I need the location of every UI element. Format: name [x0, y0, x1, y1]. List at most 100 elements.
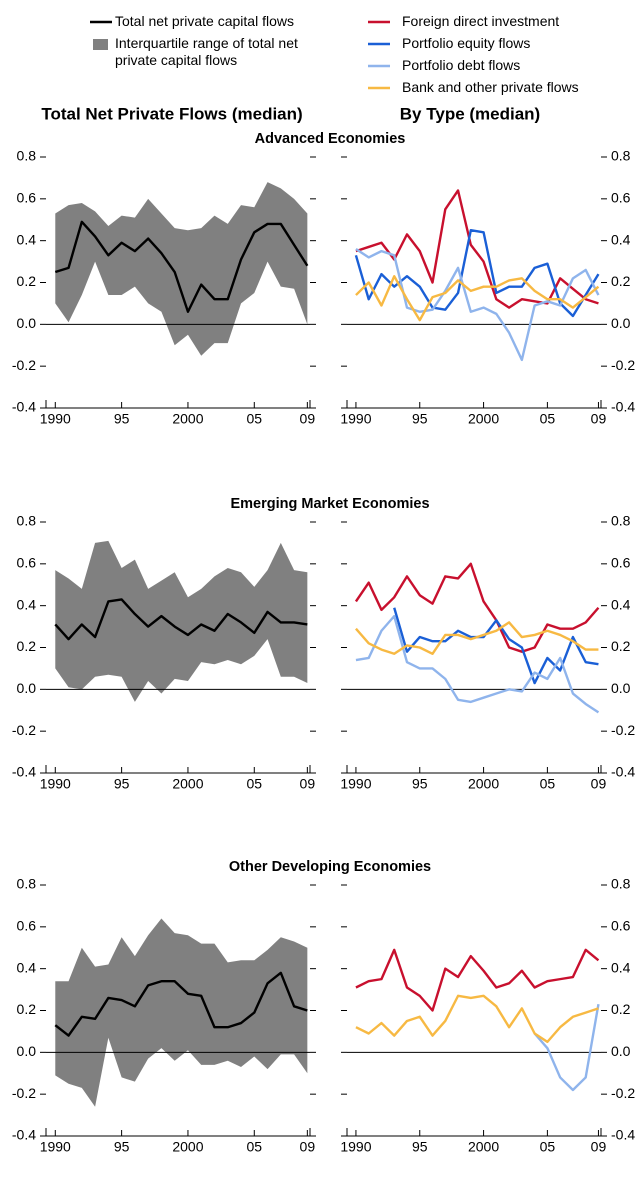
x-tick-label: 2000	[172, 1139, 203, 1155]
x-tick-label: 2000	[468, 411, 499, 427]
legend-label: Portfolio equity flows	[402, 35, 531, 51]
x-tick-label: 2000	[172, 411, 203, 427]
x-tick-label: 09	[300, 776, 316, 792]
x-tick-label: 1990	[340, 1139, 371, 1155]
y-tick-label: 0.0	[611, 1043, 631, 1059]
x-tick-label: 09	[300, 1139, 316, 1155]
series-line	[355, 189, 599, 309]
y-tick-label: 0.6	[611, 918, 631, 934]
x-tick-label: 2000	[468, 776, 499, 792]
legend-label: Total net private capital flows	[115, 13, 294, 29]
y-tick-label: 0.6	[17, 190, 37, 206]
series-line	[54, 220, 309, 313]
row-title: Other Developing Economies	[229, 859, 431, 875]
x-tick-label: 1990	[340, 411, 371, 427]
y-tick-label: -0.2	[611, 1085, 635, 1101]
y-tick-label: 0.2	[611, 1001, 631, 1017]
y-tick-label: 0.0	[17, 680, 37, 696]
x-tick-label: 05	[246, 1139, 262, 1155]
x-tick-label: 05	[540, 411, 556, 427]
y-tick-label: 0.8	[17, 148, 37, 164]
series-line	[393, 607, 599, 685]
x-tick-label: 05	[540, 1139, 556, 1155]
y-tick-label: 0.4	[17, 959, 37, 975]
y-tick-label: 0.2	[17, 638, 37, 654]
series-line	[355, 948, 600, 1012]
y-tick-label: 0.8	[611, 513, 631, 529]
panel-title: By Type (median)	[400, 104, 540, 123]
series-line	[355, 614, 600, 714]
series-line	[355, 248, 600, 362]
series-line	[355, 994, 599, 1044]
y-tick-label: 0.0	[17, 1043, 37, 1059]
x-tick-label: 95	[412, 776, 428, 792]
y-tick-label: 0.4	[611, 959, 631, 975]
iqr-band	[55, 918, 308, 1107]
y-tick-label: 0.2	[611, 638, 631, 654]
y-tick-label: 0.6	[611, 555, 631, 571]
x-tick-label: 95	[412, 411, 428, 427]
legend-swatch	[93, 39, 108, 50]
series-line	[54, 598, 308, 641]
x-tick-label: 05	[246, 411, 262, 427]
y-tick-label: 0.0	[17, 315, 37, 331]
y-tick-label: 0.0	[611, 315, 631, 331]
legend-label: Portfolio debt flows	[402, 57, 521, 73]
y-tick-label: 0.8	[611, 876, 631, 892]
series-line	[355, 621, 599, 655]
y-tick-label: -0.4	[611, 1127, 635, 1143]
x-tick-label: 95	[114, 776, 130, 792]
series-line	[355, 275, 600, 322]
y-tick-label: -0.2	[12, 1085, 36, 1101]
iqr-band	[55, 182, 308, 356]
y-tick-label: 0.8	[17, 513, 37, 529]
y-tick-label: 0.6	[17, 555, 37, 571]
y-tick-label: -0.2	[611, 357, 635, 373]
y-tick-label: 0.4	[17, 596, 37, 612]
x-tick-label: 1990	[40, 411, 71, 427]
x-tick-label: 1990	[340, 776, 371, 792]
iqr-band	[55, 540, 308, 702]
y-tick-label: 0.2	[17, 273, 37, 289]
x-tick-label: 2000	[172, 776, 203, 792]
y-tick-label: 0.6	[611, 190, 631, 206]
y-tick-label: 0.0	[611, 680, 631, 696]
x-tick-label: 1990	[40, 776, 71, 792]
y-tick-label: -0.4	[611, 764, 635, 780]
y-tick-label: -0.2	[611, 722, 635, 738]
x-tick-label: 95	[114, 1139, 130, 1155]
y-tick-label: 0.6	[17, 918, 37, 934]
x-tick-label: 2000	[468, 1139, 499, 1155]
y-tick-label: 0.2	[611, 273, 631, 289]
legend-label: Interquartile range of total net private…	[115, 35, 298, 68]
y-tick-label: -0.4	[12, 1127, 36, 1143]
panel-title: Total Net Private Flows (median)	[41, 104, 302, 123]
y-tick-label: 0.4	[611, 596, 631, 612]
x-tick-label: 1990	[40, 1139, 71, 1155]
y-tick-label: 0.2	[17, 1001, 37, 1017]
y-tick-label: 0.8	[17, 876, 37, 892]
x-tick-label: 09	[591, 776, 607, 792]
y-tick-label: 0.4	[611, 231, 631, 247]
x-tick-label: 95	[412, 1139, 428, 1155]
series-line	[533, 1004, 600, 1092]
y-tick-label: 0.4	[17, 231, 37, 247]
y-tick-label: -0.4	[12, 399, 36, 415]
y-tick-label: -0.2	[12, 722, 36, 738]
series-line	[354, 229, 600, 318]
x-tick-label: 09	[591, 1139, 607, 1155]
x-tick-label: 05	[246, 776, 262, 792]
series-line	[54, 971, 308, 1037]
y-tick-label: 0.8	[611, 148, 631, 164]
legend-label: Foreign direct investment	[402, 13, 560, 29]
x-tick-label: 05	[540, 776, 556, 792]
series-line	[354, 562, 600, 653]
x-tick-label: 95	[114, 411, 130, 427]
y-tick-label: -0.4	[611, 399, 635, 415]
row-title: Emerging Market Economies	[230, 496, 429, 512]
y-tick-label: -0.4	[12, 764, 36, 780]
x-tick-label: 09	[591, 411, 607, 427]
x-tick-label: 09	[300, 411, 316, 427]
